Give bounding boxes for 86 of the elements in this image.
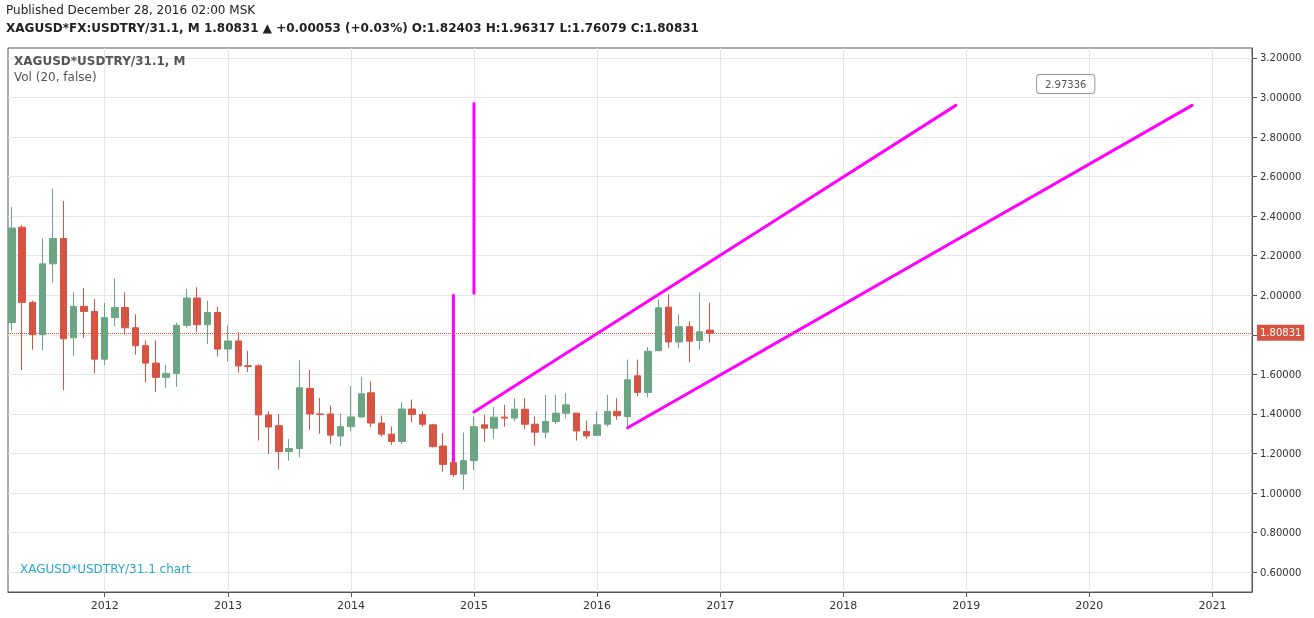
candlestick bbox=[490, 406, 498, 440]
annotation: Vol (20, false) bbox=[14, 70, 97, 84]
y-tick-label: 2.60000 bbox=[1260, 171, 1302, 183]
candlestick bbox=[337, 413, 344, 447]
candlestick bbox=[162, 364, 170, 389]
candlestick bbox=[593, 410, 601, 437]
candlestick bbox=[624, 359, 631, 428]
candlestick bbox=[358, 376, 365, 419]
x-tick-label: 2021 bbox=[1198, 599, 1227, 612]
candlestick bbox=[152, 340, 160, 393]
candlestick bbox=[634, 359, 641, 397]
y-tick-label: 3.20000 bbox=[1260, 52, 1302, 64]
candlestick bbox=[275, 413, 283, 470]
candlestick bbox=[511, 397, 518, 422]
y-tick-label: 0.80000 bbox=[1260, 527, 1302, 539]
candlestick bbox=[367, 380, 375, 428]
candlestick bbox=[8, 206, 16, 332]
y-tick-label: 1.60000 bbox=[1260, 368, 1302, 380]
candlestick bbox=[204, 300, 211, 345]
y-tick-label: 2.80000 bbox=[1260, 131, 1302, 143]
candlestick bbox=[613, 397, 621, 421]
candlestick bbox=[39, 237, 46, 351]
x-tick-label: 2017 bbox=[706, 599, 735, 612]
x-tick-label: 2018 bbox=[829, 599, 858, 612]
candlestick bbox=[265, 410, 272, 455]
x-tick-label: 2012 bbox=[90, 599, 119, 612]
ref-line-label: 1.80831 bbox=[1260, 327, 1302, 339]
candlestick bbox=[327, 405, 334, 445]
candlestick bbox=[255, 363, 262, 441]
candlestick bbox=[696, 292, 703, 350]
x-tick-label: 2014 bbox=[337, 599, 366, 612]
y-tick-label: 2.40000 bbox=[1260, 210, 1302, 222]
y-tick-label: 2.00000 bbox=[1260, 289, 1302, 301]
x-tick-label: 2020 bbox=[1075, 599, 1104, 612]
candlestick bbox=[306, 369, 314, 431]
candlestick bbox=[470, 416, 478, 471]
candlestick bbox=[347, 385, 355, 432]
candlestick bbox=[583, 419, 590, 440]
annotation: 2.97336 bbox=[1045, 78, 1087, 90]
candlestick bbox=[501, 404, 508, 428]
y-tick-label: 2.20000 bbox=[1260, 250, 1302, 262]
candlestick bbox=[429, 423, 437, 449]
x-tick-label: 2019 bbox=[952, 599, 981, 612]
candlestick bbox=[183, 288, 191, 329]
candlestick bbox=[173, 322, 180, 388]
candlestick bbox=[460, 432, 467, 491]
candlestick bbox=[378, 415, 385, 438]
candlestick bbox=[604, 394, 611, 428]
candlestick bbox=[644, 346, 652, 398]
candlestick bbox=[531, 416, 539, 447]
candlestick bbox=[70, 291, 77, 357]
candlestick bbox=[101, 302, 108, 366]
candlestick bbox=[450, 460, 457, 478]
candlestick bbox=[419, 410, 426, 428]
candlestick bbox=[142, 340, 149, 384]
candlestick bbox=[573, 412, 580, 442]
x-tick-label: 2013 bbox=[214, 599, 243, 612]
candlestick bbox=[562, 392, 570, 419]
candlestick bbox=[552, 394, 560, 425]
candlestick bbox=[111, 277, 119, 327]
candlestick bbox=[675, 313, 683, 349]
y-tick-label: 1.20000 bbox=[1260, 448, 1302, 460]
y-tick-label: 1.40000 bbox=[1260, 408, 1302, 420]
candlestick bbox=[521, 397, 529, 430]
candlestick bbox=[408, 399, 416, 423]
y-tick-label: 3.00000 bbox=[1260, 91, 1302, 103]
candlestick bbox=[439, 432, 447, 473]
candlestick bbox=[655, 298, 662, 352]
candlestick bbox=[244, 350, 252, 373]
chart-title: XAGUSD*FX:USDTRY/31.1, M 1.80831 ▲ +0.00053 (+0.03%) O:1.82403 H:1.96317 L:1.76079 C:1.80831 bbox=[6, 21, 699, 35]
chart-subtitle: Published December 28, 2016 02:00 MSK bbox=[6, 3, 257, 17]
x-tick-label: 2015 bbox=[459, 599, 488, 612]
candlestick bbox=[49, 187, 57, 284]
annotation: XAGUSD*USDTRY/31.1, M bbox=[14, 54, 186, 68]
candlestick bbox=[285, 438, 293, 462]
annotation: XAGUSD*USDTRY/31.1 chart bbox=[20, 562, 192, 576]
y-tick-label: 1.00000 bbox=[1260, 487, 1302, 499]
x-tick-label: 2016 bbox=[582, 599, 611, 612]
candlestick bbox=[398, 401, 406, 445]
candlestick bbox=[542, 394, 549, 439]
candlestick bbox=[481, 414, 488, 443]
candlestick bbox=[224, 324, 232, 363]
candlestick bbox=[296, 359, 303, 458]
candlestick bbox=[316, 397, 324, 435]
candlestick bbox=[388, 425, 395, 446]
y-tick-label: 0.60000 bbox=[1260, 566, 1302, 578]
